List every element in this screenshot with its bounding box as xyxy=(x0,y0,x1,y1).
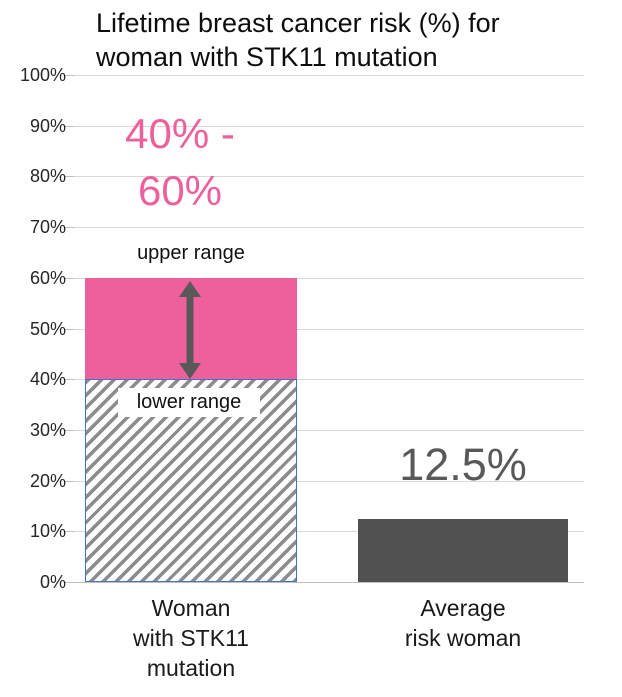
average-value-label: 12.5% xyxy=(399,439,527,490)
y-axis-tick xyxy=(65,531,74,532)
double-arrow-icon xyxy=(179,281,201,379)
range-value-line2: 60% xyxy=(137,167,223,214)
category-label-average: Average risk woman xyxy=(358,593,568,653)
gridline-40 xyxy=(73,379,584,380)
y-axis-tick xyxy=(65,430,74,431)
y-axis-label-90: 90% xyxy=(29,116,66,136)
y-axis-tick xyxy=(65,379,74,380)
gridline-50 xyxy=(73,329,584,330)
gridline-80 xyxy=(73,176,584,177)
gridline-20 xyxy=(73,481,584,482)
range-value-line1: 40% - xyxy=(125,110,235,157)
chart-title: Lifetime breast cancer risk (%) for woma… xyxy=(96,6,576,74)
gridline-70 xyxy=(73,227,584,228)
y-axis-tick xyxy=(65,75,74,76)
y-axis-label-30: 30% xyxy=(29,420,66,440)
y-axis-tick xyxy=(65,329,74,330)
chart-title-line2: woman with STK11 mutation xyxy=(96,42,438,72)
y-axis-label-10: 10% xyxy=(29,521,66,541)
gridline-100 xyxy=(73,75,584,76)
y-axis-tick xyxy=(65,227,74,228)
y-axis-label-40: 40% xyxy=(29,369,66,389)
y-axis-label-70: 70% xyxy=(29,217,66,237)
category-label-stk11: Woman with STK11 mutation xyxy=(85,593,297,683)
category-average-line1: Average xyxy=(420,595,506,621)
gridline-30 xyxy=(73,430,584,431)
y-axis-label-20: 20% xyxy=(29,471,66,491)
y-axis-label-100: 100% xyxy=(19,65,66,85)
y-axis-tick xyxy=(65,176,74,177)
x-axis-line xyxy=(73,582,584,583)
gridline-60 xyxy=(73,278,584,279)
range-value-annotation: 40% - 60% xyxy=(100,105,260,219)
category-average-line2: risk woman xyxy=(404,625,522,651)
bar-average-risk xyxy=(358,519,568,582)
gridline-90 xyxy=(73,126,584,127)
lower-range-label: lower range xyxy=(118,388,260,417)
y-axis-label-0: 0% xyxy=(39,572,66,592)
category-stk11-line2: with STK11 xyxy=(133,625,249,651)
chart-title-line1: Lifetime breast cancer risk (%) for xyxy=(96,8,500,38)
y-axis-tick xyxy=(65,582,74,583)
category-stk11-line3: mutation xyxy=(146,655,236,681)
y-axis-label-60: 60% xyxy=(29,268,66,288)
y-axis-label-80: 80% xyxy=(29,166,66,186)
y-axis-tick xyxy=(65,481,74,482)
y-axis-tick xyxy=(65,278,74,279)
y-axis-label-50: 50% xyxy=(29,319,66,339)
gridline-10 xyxy=(73,531,584,532)
category-stk11-line1: Woman xyxy=(151,595,231,621)
upper-range-label: upper range xyxy=(85,240,297,266)
y-axis-tick xyxy=(65,126,74,127)
